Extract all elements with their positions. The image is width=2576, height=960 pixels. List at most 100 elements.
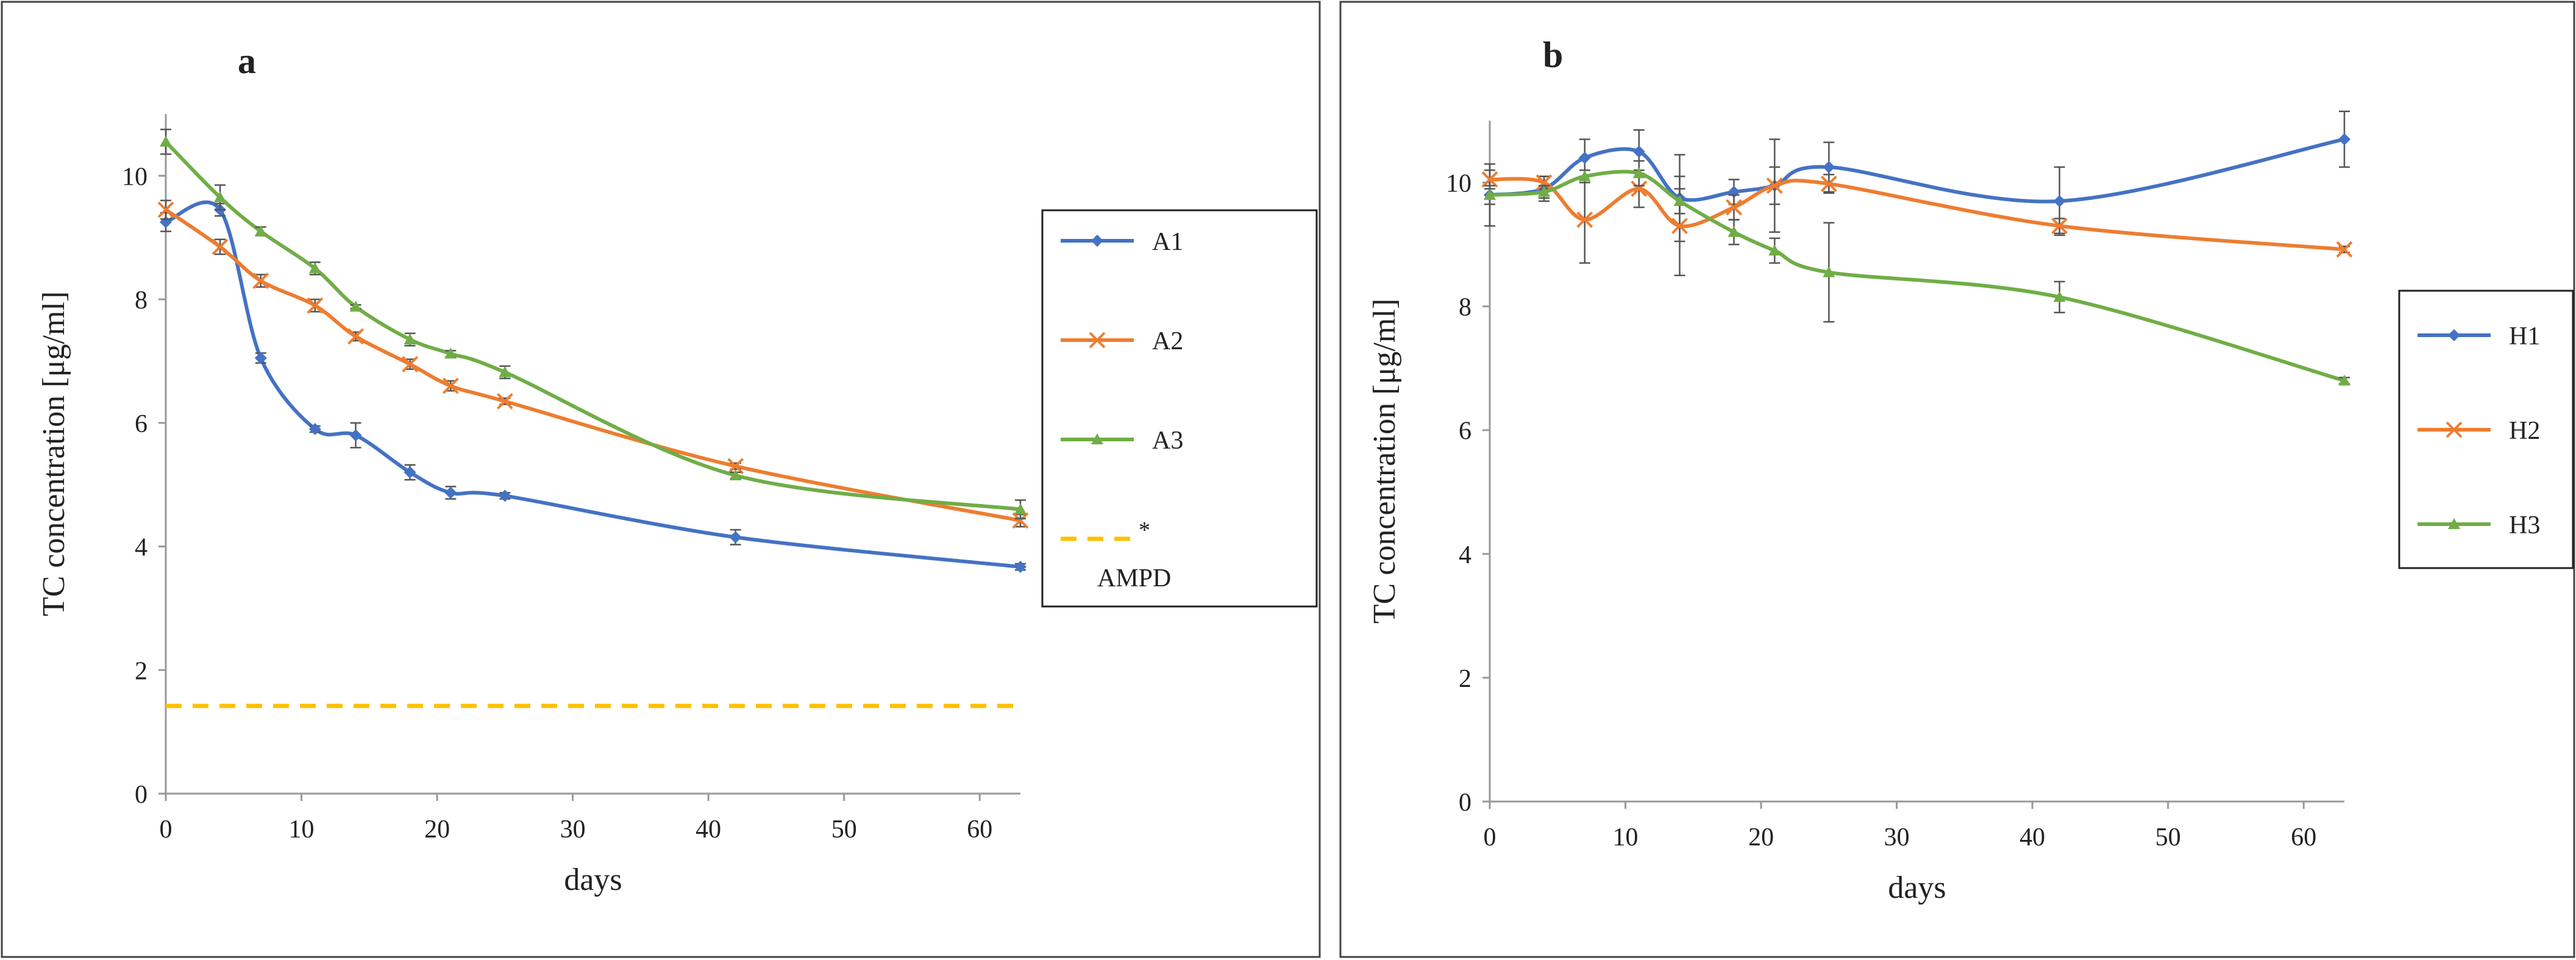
chart-a-panel-label: a bbox=[238, 41, 256, 81]
chart-b-series-h1-point-3 bbox=[1632, 145, 1645, 158]
chart-b-series-h1-point-9 bbox=[2338, 133, 2350, 146]
chart-b-series-h2-point-0 bbox=[1481, 171, 1498, 188]
chart-b-series-h3-line bbox=[1489, 169, 2345, 383]
chart-b-series-h2-point-0-stroke-2 bbox=[1481, 171, 1498, 188]
chart-b-panel-label: b bbox=[1543, 35, 1563, 75]
chart-a-series-a2-point-1 bbox=[212, 238, 229, 255]
chart-b-y-tick-label-2: 2 bbox=[1459, 665, 1471, 693]
chart-a-series-a2-point-5 bbox=[402, 356, 418, 372]
chart-a-series-a2-point-2 bbox=[252, 272, 269, 290]
chart-a-y-tick-label-4: 4 bbox=[135, 534, 148, 562]
chart-b-series-h3 bbox=[1484, 160, 2350, 386]
chart-b-y-tick-label-6: 6 bbox=[1459, 418, 1471, 446]
chart-b-series-h1-point-8 bbox=[2053, 195, 2066, 208]
chart-b-series-h2-point-9-stroke-2 bbox=[2336, 241, 2353, 258]
chart-b-series-h2-point-4 bbox=[1671, 218, 1688, 235]
chart-b-series-h1-line bbox=[1489, 137, 2345, 204]
chart-b-legend-item-h1: H1 bbox=[2418, 322, 2540, 350]
chart-b-series-h1 bbox=[1484, 110, 2350, 243]
chart-b-series-h3-point-5 bbox=[1727, 226, 1740, 237]
chart-b-series-h2-point-7-stroke-2 bbox=[1820, 176, 1837, 192]
chart-b-series-h2-point-7 bbox=[1820, 176, 1837, 192]
chart-b-series-h2-point-8-stroke-2 bbox=[2051, 218, 2068, 235]
chart-a-series-a1-point-3 bbox=[308, 422, 321, 435]
chart-a-series-a2-point-6 bbox=[442, 377, 459, 394]
chart-a-legend-item-a3-marker bbox=[1091, 433, 1103, 444]
chart-a-series-a2-point-1-stroke-2 bbox=[212, 238, 229, 255]
chart-b-series-h3-point-0 bbox=[1484, 188, 1496, 200]
chart-b-series-h2-point-4-stroke-2 bbox=[1671, 218, 1688, 235]
chart-b-y-axis-title: TC concentration [μg/ml] bbox=[1367, 299, 1402, 624]
chart-b-y-tick-label-4: 4 bbox=[1459, 541, 1471, 569]
chart-a-y-tick-label-0: 0 bbox=[135, 781, 148, 809]
chart-a-series-a1 bbox=[160, 200, 1026, 573]
chart-a-x-tick-label-50: 50 bbox=[831, 816, 857, 844]
chart-a-series-a3-point-2 bbox=[254, 225, 267, 236]
chart-a-x-tick-label-60: 60 bbox=[967, 816, 992, 844]
chart-a-series-a2-point-5-stroke-2 bbox=[402, 356, 418, 372]
chart-b-series-h2-point-5 bbox=[1726, 199, 1742, 216]
chart-a-legend-item-a1: A1 bbox=[1061, 228, 1183, 256]
chart-a-series-a2-point-7 bbox=[496, 393, 513, 410]
chart-a-series-a1-point-5 bbox=[404, 466, 416, 478]
chart-a-y-tick-label-2: 2 bbox=[135, 657, 148, 685]
chart-a-series-a3-point-5 bbox=[404, 333, 416, 344]
chart-b-series-h2-point-9 bbox=[2336, 241, 2353, 258]
chart-a-series-a1-point-2 bbox=[254, 352, 267, 364]
chart-b-series-h2-point-3 bbox=[1631, 180, 1648, 197]
chart-b-legend-item-h2: H2 bbox=[2418, 417, 2540, 445]
chart-a-legend-item-a1-marker bbox=[1091, 235, 1103, 247]
chart-b-series-h1-point-2 bbox=[1578, 151, 1591, 164]
chart-b-series-h3-point-8 bbox=[2053, 291, 2066, 302]
chart-b-series-h3-point-4 bbox=[1673, 195, 1686, 207]
chart-a-series-a3-point-9 bbox=[1014, 503, 1026, 514]
chart-b-series-h2-point-6 bbox=[1766, 177, 1783, 194]
chart-a-x-tick-label-30: 30 bbox=[560, 816, 586, 844]
chart-a-series-a3-point-0 bbox=[160, 135, 172, 147]
chart-a-series-a2-point-2-stroke-2 bbox=[252, 272, 269, 290]
chart-a-series-a1-point-7 bbox=[499, 489, 511, 502]
chart-b-legend-item-h2-label: H2 bbox=[2509, 417, 2540, 445]
chart-a-series-a2-point-9-stroke-2 bbox=[1012, 512, 1029, 529]
chart-panel-a: a 0 2 4 6 8 10 0 10 20 30 40 50 60 days TC concentratio… bbox=[1, 1, 1321, 958]
chart-b-series-h2-point-6-stroke-2 bbox=[1766, 177, 1783, 194]
chart-a-series-a2-point-8 bbox=[727, 458, 744, 475]
chart-a-x-tick-label-40: 40 bbox=[696, 816, 721, 844]
chart-a-series-a1-line bbox=[165, 200, 1021, 569]
chart-b-frame bbox=[1339, 1, 2575, 958]
chart-a-legend-item-a3-label: A3 bbox=[1152, 427, 1183, 455]
chart-b-x-tick-label-50: 50 bbox=[2155, 823, 2181, 852]
chart-b-legend-item-h1-label: H1 bbox=[2509, 322, 2540, 350]
chart-a-series-a2-point-0-stroke-2 bbox=[157, 201, 174, 218]
chart-a-frame bbox=[1, 1, 1321, 958]
chart-b-svg: b 0 2 4 6 8 10 0 10 20 30 40 50 60 days TC concentratio… bbox=[1339, 1, 2575, 958]
chart-b-series-h2-point-1 bbox=[1535, 174, 1553, 191]
chart-b-series-h3-point-6 bbox=[1768, 244, 1781, 256]
chart-b-series-h3-point-3 bbox=[1632, 167, 1645, 179]
chart-b-series-h1-point-7 bbox=[1823, 161, 1835, 174]
chart-a-legend-item-a2: A2 bbox=[1061, 327, 1183, 355]
chart-b-x-tick-label-10: 10 bbox=[1613, 823, 1638, 852]
chart-a-series-a3-line bbox=[164, 140, 1021, 511]
chart-a-y-tick-label-10: 10 bbox=[122, 163, 148, 191]
chart-b-series-h2-point-2-stroke-2 bbox=[1576, 212, 1593, 228]
chart-a-series-a3-point-3 bbox=[308, 262, 321, 274]
chart-a-series-a2-point-3 bbox=[307, 297, 324, 314]
chart-a-x-tick-label-20: 20 bbox=[424, 816, 450, 844]
chart-b-series-h2-point-1-stroke-2 bbox=[1535, 174, 1553, 191]
chart-a-series-a2-point-4-stroke-2 bbox=[347, 328, 364, 345]
chart-a-series-a1-point-4 bbox=[349, 429, 362, 442]
chart-b-series-h2-point-8 bbox=[2051, 218, 2068, 235]
chart-a-legend-item-a2-marker bbox=[1089, 332, 1106, 349]
chart-b-legend-item-h3: H3 bbox=[2418, 511, 2540, 539]
chart-a-series-a2-point-3-stroke-2 bbox=[307, 297, 324, 314]
chart-a-svg: a 0 2 4 6 8 10 0 10 20 30 40 50 60 days TC concentratio… bbox=[1, 1, 1321, 958]
chart-a-series-a1-point-9 bbox=[1014, 560, 1026, 573]
chart-b-x-tick-label-40: 40 bbox=[2019, 823, 2045, 852]
chart-a-legend-item-a2-marker-stroke-2 bbox=[1089, 332, 1106, 349]
chart-a-series-a2-point-6-stroke-2 bbox=[442, 377, 459, 394]
chart-b-series-h3-point-9 bbox=[2338, 374, 2350, 386]
chart-a-x-tick-label-0: 0 bbox=[160, 816, 173, 844]
chart-a-series-a3-point-7 bbox=[499, 366, 511, 377]
chart-b-series-h3-point-1 bbox=[1538, 185, 1551, 197]
